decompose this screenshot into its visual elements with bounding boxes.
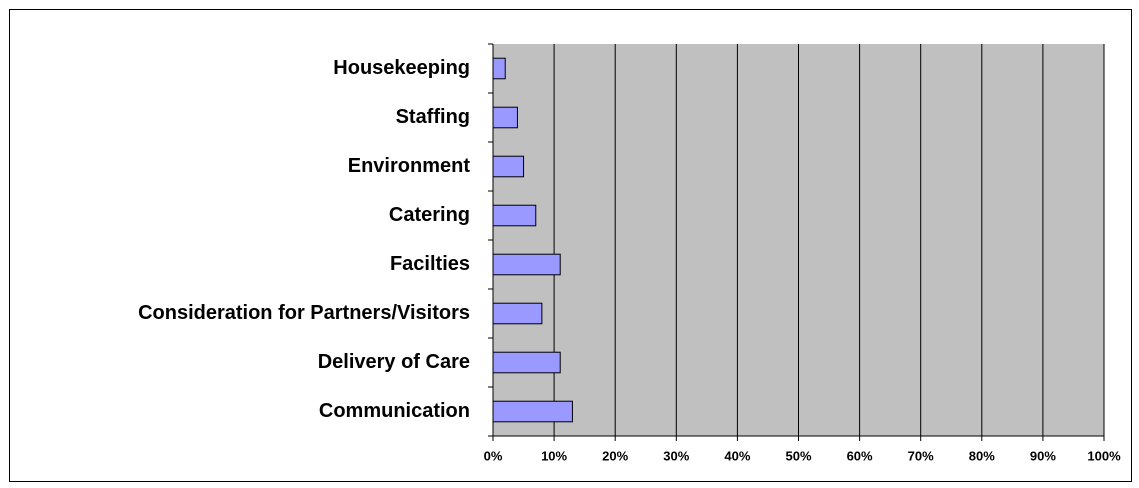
x-tick-label: 60% (847, 448, 873, 463)
bar (492, 57, 506, 80)
y-tick-label: Delivery of Care (318, 351, 470, 373)
y-tick-label: Environment (348, 155, 471, 177)
bar (492, 106, 518, 129)
x-tick-label: 30% (663, 448, 689, 463)
y-tick-label: Staffing (396, 106, 470, 128)
x-tick-label: 10% (541, 448, 567, 463)
y-tick-label: Consideration for Partners/Visitors (138, 302, 470, 324)
bar (492, 204, 537, 227)
y-tick-label: Facilties (390, 253, 470, 275)
x-tick-label: 80% (969, 448, 995, 463)
y-tick-label: Communication (319, 400, 470, 422)
x-tick-label: 50% (785, 448, 811, 463)
x-tick-label: 70% (908, 448, 934, 463)
bar (492, 400, 573, 423)
x-tick-label: 90% (1030, 448, 1056, 463)
x-tick-label: 0% (484, 448, 503, 463)
bar (492, 155, 525, 178)
bar (492, 351, 561, 374)
x-tick-label: 100% (1087, 448, 1121, 463)
y-tick-label: Catering (389, 204, 470, 226)
y-tick-label: Housekeeping (333, 57, 470, 79)
bar (492, 302, 543, 325)
bar (492, 253, 561, 276)
x-tick-label: 40% (724, 448, 750, 463)
x-tick-label: 20% (602, 448, 628, 463)
